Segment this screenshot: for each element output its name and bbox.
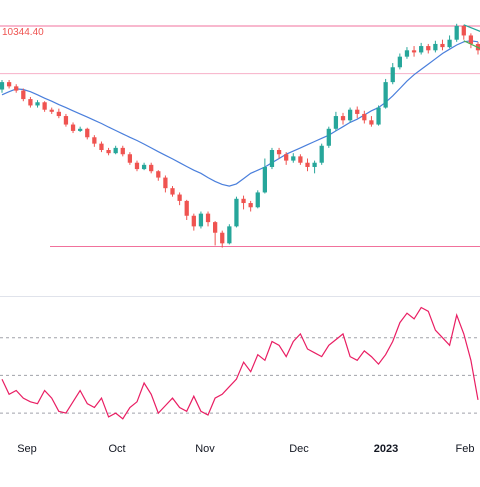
candle-body <box>276 150 282 155</box>
candle-body <box>78 128 83 131</box>
candle-body <box>156 171 161 178</box>
candle-body <box>0 82 5 90</box>
candle-body <box>333 116 339 129</box>
candle-body <box>312 162 317 167</box>
candle-body <box>220 232 225 244</box>
candle-body <box>184 200 189 216</box>
candle-body <box>284 154 289 161</box>
candle-body <box>35 102 40 106</box>
candle-body <box>6 82 12 87</box>
candle-body <box>170 188 175 195</box>
candle-body <box>362 113 367 121</box>
candle-body <box>447 39 452 48</box>
moving-average-line <box>1 40 479 187</box>
candle-body <box>454 25 459 40</box>
x-axis: Sep Oct Nov Dec 2023 Feb <box>17 443 474 455</box>
candle-body <box>163 177 168 189</box>
x-tick-2023: 2023 <box>374 443 398 455</box>
candle-body <box>255 192 260 208</box>
candle-body <box>177 194 182 201</box>
price-plot[interactable] <box>0 23 480 248</box>
candle-body <box>56 111 61 117</box>
candle-body <box>127 154 133 163</box>
candle-body <box>376 107 381 125</box>
x-tick-nov: Nov <box>195 443 215 455</box>
candle-body <box>426 46 431 51</box>
rsi-line <box>1 306 479 420</box>
candle-body <box>213 222 218 233</box>
candle-body <box>134 162 140 170</box>
price-value-label: 10344.40 <box>2 27 44 38</box>
candle-body <box>205 213 211 223</box>
trend-line <box>463 24 480 32</box>
candle-body <box>305 162 310 167</box>
candle-body <box>113 147 118 154</box>
candle-body <box>269 150 275 167</box>
candle-body <box>468 35 474 44</box>
x-tick-feb: Feb <box>456 443 475 455</box>
x-tick-dec: Dec <box>289 443 309 455</box>
candle-body <box>355 109 360 114</box>
x-tick-oct: Oct <box>108 443 125 455</box>
candle-body <box>141 164 147 170</box>
candle-body <box>42 102 47 110</box>
candle-body <box>291 156 296 161</box>
candle-body <box>63 116 69 125</box>
candle-body <box>234 198 239 227</box>
candle-body <box>461 25 466 36</box>
candle-body <box>397 56 402 68</box>
candle-body <box>340 116 346 121</box>
candle-body <box>440 43 445 48</box>
candle-body <box>198 213 204 227</box>
candle-body <box>28 99 33 106</box>
candle-body <box>298 156 303 163</box>
candle-body <box>326 128 331 146</box>
trend-line <box>463 40 480 50</box>
candle-body <box>241 198 246 204</box>
candle-body <box>411 50 417 53</box>
candle-body <box>390 67 395 83</box>
candle-body <box>120 147 125 155</box>
rsi-plot[interactable] <box>0 306 480 420</box>
candle-body <box>92 137 97 144</box>
candle-body <box>404 50 410 57</box>
candle-body <box>85 128 90 138</box>
candle-body <box>227 226 232 244</box>
candle-body <box>419 46 424 53</box>
candle-body <box>347 109 353 121</box>
candle-body <box>99 143 104 150</box>
candle-body <box>21 90 26 100</box>
candle-body <box>262 166 267 193</box>
candle-body <box>383 82 388 108</box>
candle-body <box>149 164 154 172</box>
candle-body <box>319 145 324 163</box>
candle-body <box>70 124 76 131</box>
candle-body <box>248 203 253 208</box>
candle-body <box>191 215 196 227</box>
candle-body <box>14 86 19 91</box>
candle-body <box>433 43 438 51</box>
candle-body <box>369 120 374 125</box>
x-tick-sep: Sep <box>17 443 37 455</box>
candle-body <box>49 109 54 112</box>
candle-body <box>106 150 111 154</box>
